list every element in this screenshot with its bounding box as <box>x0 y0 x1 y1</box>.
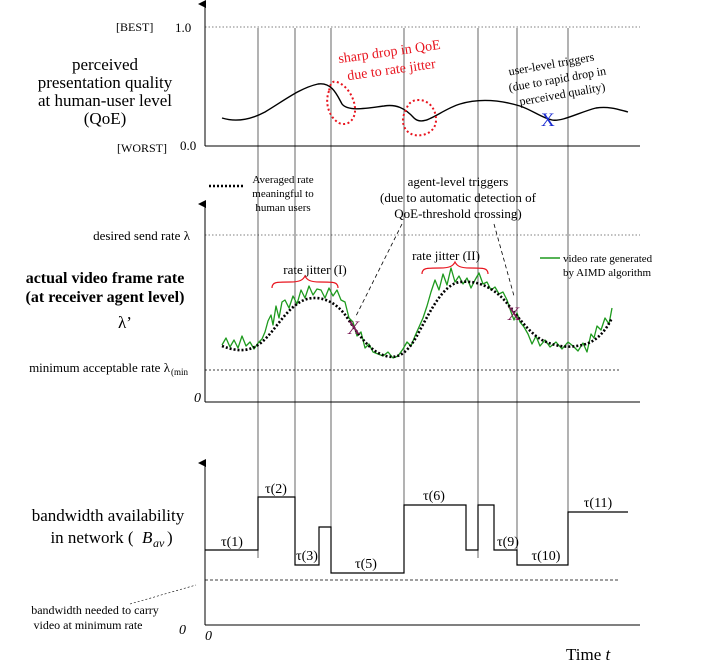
bandwidth-ylabel-sub: av <box>153 536 165 550</box>
avg-rate-legend-line-2: meaningful to <box>252 188 314 200</box>
jitter-1-label: rate jitter (I) <box>283 262 347 277</box>
time-axis-label: Time t <box>566 645 612 664</box>
qoe-ylabel-line-2: presentation quality <box>38 73 173 92</box>
avg-rate-legend-line-3: human users <box>255 202 310 214</box>
user-trigger-mark: X <box>541 110 555 131</box>
tau-labels: τ(1) τ(2) τ(3) τ(5) τ(6) τ(9) τ(10) τ(11… <box>221 482 613 572</box>
tau-label-9: τ(9) <box>497 535 519 550</box>
rate-y-label: actual video frame rate (at receiver age… <box>26 270 185 306</box>
qoe-drop-marker-1 <box>326 80 357 125</box>
time-label-var: t <box>606 645 612 664</box>
avg-rate-legend-line-1: Averaged rate <box>252 174 313 186</box>
qoe-curve <box>221 83 629 122</box>
bandwidth-needed-label: bandwidth needed to carry video at minim… <box>31 603 159 632</box>
bandwidth-ylabel-var: B <box>142 528 153 547</box>
aimd-rate-signal <box>221 267 613 359</box>
bandwidth-ylabel-line-1: bandwidth availability <box>32 506 185 525</box>
aimd-legend: video rate generated by AIMD algorithm <box>563 253 653 279</box>
tau-label-5: τ(5) <box>355 557 377 572</box>
bandwidth-zero-x: 0 <box>205 629 212 644</box>
agent-trigger-line-3: QoE-threshold crossing) <box>394 206 521 221</box>
agent-trigger-line-1: agent-level triggers <box>408 174 509 189</box>
user-trigger-annotation: user-level triggers (due to rapid drop i… <box>507 50 607 109</box>
best-label: [BEST] <box>116 20 153 34</box>
tau-label-10: τ(10) <box>532 549 561 564</box>
tau-label-3: τ(3) <box>296 549 318 564</box>
tau-label-1: τ(1) <box>221 535 243 550</box>
bandwidth-ylabel-close: ) <box>167 528 173 547</box>
jitter-brace-2 <box>421 260 489 275</box>
rate-ylabel-line-1: actual video frame rate <box>26 270 185 287</box>
bandwidth-needed-line-1: bandwidth needed to carry <box>31 603 159 617</box>
agent-trigger-line-2: (due to automatic detection of <box>380 190 537 205</box>
worst-label: [WORST] <box>117 141 167 155</box>
qoe-ylabel-line-4: (QoE) <box>84 109 126 128</box>
rate-zero-label: 0 <box>194 391 201 406</box>
time-label-text: Time <box>566 645 606 664</box>
aimd-legend-line-1: video rate generated <box>563 253 653 265</box>
lambda-prime-label: λ’ <box>118 313 132 332</box>
min-rate-label: minimum acceptable rate λ <box>29 360 171 375</box>
aimd-legend-line-2: by AIMD algorithm <box>563 267 651 279</box>
panel-frame-rate: desired send rate λ minimum acceptable r… <box>26 174 653 406</box>
avg-rate-legend: Averaged rate meaningful to human users <box>252 174 314 214</box>
panel-qoe: [BEST] 1.0 [WORST] 0.0 perceived present… <box>38 0 640 155</box>
qoe-ylabel-line-1: perceived <box>72 55 139 74</box>
agent-trigger-pointer-1 <box>354 223 403 319</box>
qoe-ylabel-line-3: at human-user level <box>38 91 172 110</box>
jitter-2-label: rate jitter (II) <box>412 248 480 263</box>
bandwidth-needed-pointer <box>129 584 197 605</box>
tau-label-11: τ(11) <box>584 496 613 511</box>
desired-rate-label: desired send rate λ <box>93 228 191 243</box>
agent-trigger-mark-1: X <box>347 318 361 339</box>
tau-label-6: τ(6) <box>423 489 445 504</box>
bandwidth-ylabel-line-2: in network ( <box>50 528 133 547</box>
tau-label-2: τ(2) <box>265 482 287 497</box>
bandwidth-step-function <box>205 496 628 574</box>
qoe-y-label: perceived presentation quality at human-… <box>38 55 173 128</box>
drop-annotation: sharp drop in QoE due to rate jitter <box>337 38 441 84</box>
averaged-rate-curve <box>221 280 614 359</box>
bandwidth-y-label: bandwidth availability in network ( <box>32 506 185 547</box>
qoe-drop-marker-2 <box>401 98 438 137</box>
bandwidth-zero-y: 0 <box>179 623 186 638</box>
zero-label: 0.0 <box>180 138 196 153</box>
jitter-brace-1 <box>271 274 339 289</box>
agent-trigger-annotation: agent-level triggers (due to automatic d… <box>380 174 537 221</box>
rate-ylabel-line-2: (at receiver agent level) <box>26 289 185 306</box>
bandwidth-needed-line-2: video at minimum rate <box>34 618 143 632</box>
min-rate-subscript: (min <box>171 367 188 377</box>
panel-bandwidth: τ(1) τ(2) τ(3) τ(5) τ(6) τ(9) τ(10) τ(11… <box>31 459 640 664</box>
agent-trigger-mark-2: X <box>507 304 521 325</box>
one-label: 1.0 <box>175 20 191 35</box>
agent-trigger-pointer-2 <box>493 223 515 297</box>
